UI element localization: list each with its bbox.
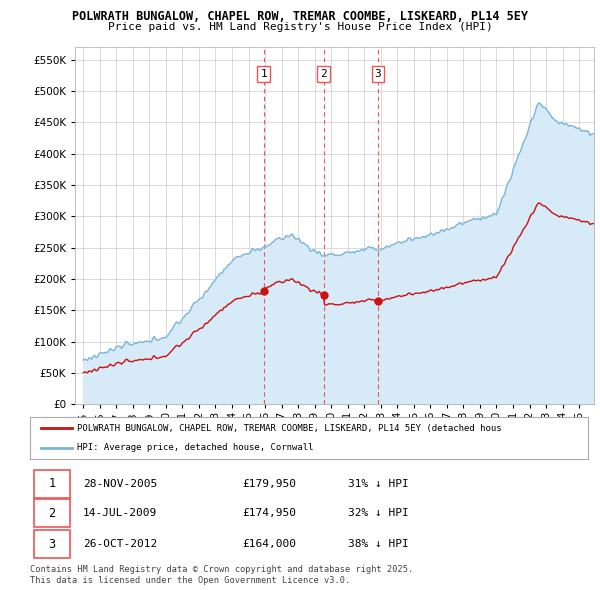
Text: 3: 3 (374, 69, 381, 79)
Text: 1: 1 (260, 69, 267, 79)
Text: 26-OCT-2012: 26-OCT-2012 (83, 539, 157, 549)
Text: 31% ↓ HPI: 31% ↓ HPI (348, 479, 409, 489)
Text: 2: 2 (320, 69, 327, 79)
Text: 1: 1 (49, 477, 56, 490)
FancyBboxPatch shape (34, 499, 70, 527)
Text: HPI: Average price, detached house, Cornwall: HPI: Average price, detached house, Corn… (77, 443, 314, 452)
Text: £179,950: £179,950 (242, 479, 296, 489)
Text: 32% ↓ HPI: 32% ↓ HPI (348, 508, 409, 518)
Text: Price paid vs. HM Land Registry's House Price Index (HPI): Price paid vs. HM Land Registry's House … (107, 22, 493, 32)
Text: £164,000: £164,000 (242, 539, 296, 549)
Text: 3: 3 (49, 537, 56, 550)
Text: POLWRATH BUNGALOW, CHAPEL ROW, TREMAR COOMBE, LISKEARD, PL14 5EY: POLWRATH BUNGALOW, CHAPEL ROW, TREMAR CO… (72, 10, 528, 23)
Text: 38% ↓ HPI: 38% ↓ HPI (348, 539, 409, 549)
Text: 14-JUL-2009: 14-JUL-2009 (83, 508, 157, 518)
Text: 2: 2 (49, 506, 56, 520)
FancyBboxPatch shape (34, 470, 70, 498)
Text: £174,950: £174,950 (242, 508, 296, 518)
Text: 28-NOV-2005: 28-NOV-2005 (83, 479, 157, 489)
Text: POLWRATH BUNGALOW, CHAPEL ROW, TREMAR COOMBE, LISKEARD, PL14 5EY (detached hous: POLWRATH BUNGALOW, CHAPEL ROW, TREMAR CO… (77, 424, 502, 432)
Text: Contains HM Land Registry data © Crown copyright and database right 2025.
This d: Contains HM Land Registry data © Crown c… (30, 565, 413, 585)
FancyBboxPatch shape (34, 530, 70, 558)
